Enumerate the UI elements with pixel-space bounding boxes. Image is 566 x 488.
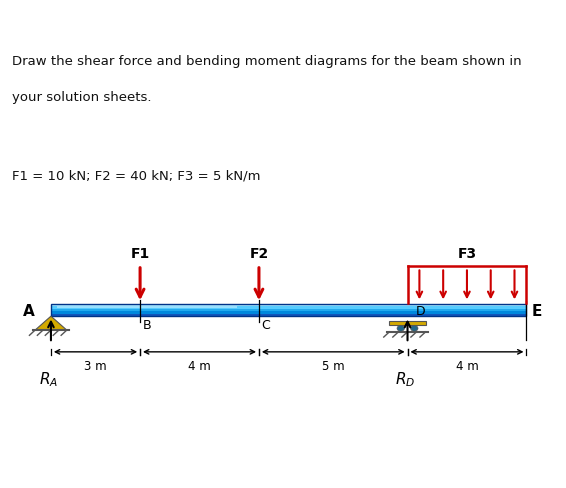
Circle shape — [411, 326, 418, 331]
Text: F2: F2 — [249, 246, 269, 260]
Bar — [51, 305, 526, 307]
Text: B: B — [143, 319, 151, 332]
Text: your solution sheets.: your solution sheets. — [12, 91, 152, 104]
Text: 5 m: 5 m — [322, 359, 345, 372]
Polygon shape — [35, 317, 67, 330]
Bar — [51, 314, 526, 317]
Text: E: E — [532, 303, 542, 318]
Text: 3 m: 3 m — [84, 359, 107, 372]
Text: A: A — [23, 303, 35, 318]
Bar — [51, 312, 526, 314]
Text: $R_A$: $R_A$ — [38, 369, 58, 388]
Text: Draw the shear force and bending moment diagrams for the beam shown in: Draw the shear force and bending moment … — [12, 55, 522, 67]
Bar — [51, 307, 526, 309]
Bar — [389, 321, 426, 325]
Text: 4 m: 4 m — [456, 359, 478, 372]
Circle shape — [397, 326, 404, 331]
Text: F3: F3 — [457, 247, 477, 261]
Bar — [51, 305, 526, 317]
Text: C: C — [261, 319, 270, 332]
Text: F1: F1 — [130, 246, 150, 260]
Text: $R_D$: $R_D$ — [395, 369, 415, 388]
Bar — [57, 306, 237, 308]
Text: Shear and Moment by Area Method: Shear and Moment by Area Method — [7, 12, 254, 26]
Text: 4 m: 4 m — [188, 359, 211, 372]
Bar — [51, 309, 526, 312]
Text: F1 = 10 kN; F2 = 40 kN; F3 = 5 kN/m: F1 = 10 kN; F2 = 40 kN; F3 = 5 kN/m — [12, 169, 261, 182]
Text: D: D — [416, 304, 426, 317]
